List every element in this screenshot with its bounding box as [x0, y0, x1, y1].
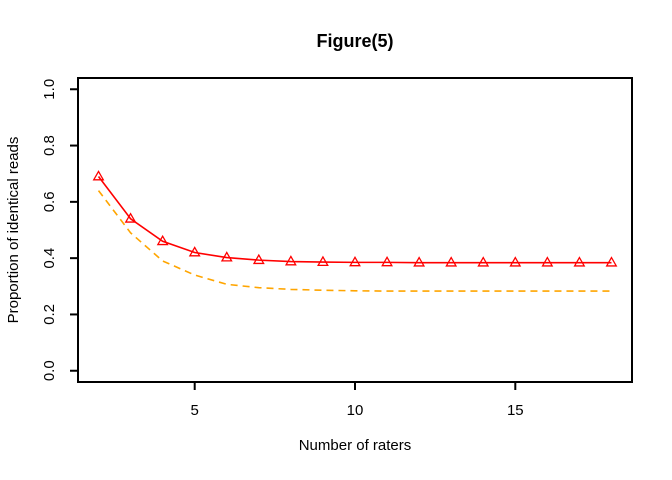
triangle-marker [573, 256, 586, 267]
y-tick-label: 0.0 [41, 360, 58, 381]
observed-proportion-line [97, 176, 612, 264]
plot-box [77, 77, 633, 383]
triangle-marker [349, 255, 361, 267]
triangle-marker [605, 256, 618, 267]
triangle-marker [252, 253, 265, 265]
triangle-marker [445, 256, 458, 267]
x-axis-label: Number of raters [299, 437, 412, 454]
x-axis: 5 10 15 [191, 383, 524, 419]
triangle-marker [188, 246, 201, 257]
y-axis-label: Proportion of identical reads [5, 137, 22, 324]
triangle-marker [541, 256, 554, 267]
series-layer [92, 170, 618, 292]
chart-title: Figure(5) [316, 31, 393, 51]
x-tick-label: 10 [347, 402, 364, 419]
y-tick-label: 0.8 [41, 135, 58, 156]
triangle-marker [477, 256, 490, 267]
triangle-marker [220, 251, 233, 262]
triangle-marker [413, 256, 426, 267]
triangle-marker [284, 255, 297, 266]
reference-proportion-line [97, 190, 612, 292]
triangle-marker [381, 255, 393, 267]
triangle-marker [124, 212, 137, 223]
x-tick-label: 15 [507, 402, 524, 419]
triangle-marker [92, 170, 105, 181]
y-tick-label: 0.4 [41, 248, 58, 269]
y-tick-label: 1.0 [41, 79, 58, 100]
triangle-marker [317, 255, 329, 267]
x-tick-label: 5 [191, 402, 199, 419]
triangle-marker [509, 256, 522, 267]
triangle-marker [156, 234, 169, 246]
y-tick-label: 0.6 [41, 191, 58, 212]
y-tick-label: 0.2 [41, 304, 58, 325]
y-axis: 0.0 0.2 0.4 0.6 0.8 1.0 [41, 79, 77, 381]
